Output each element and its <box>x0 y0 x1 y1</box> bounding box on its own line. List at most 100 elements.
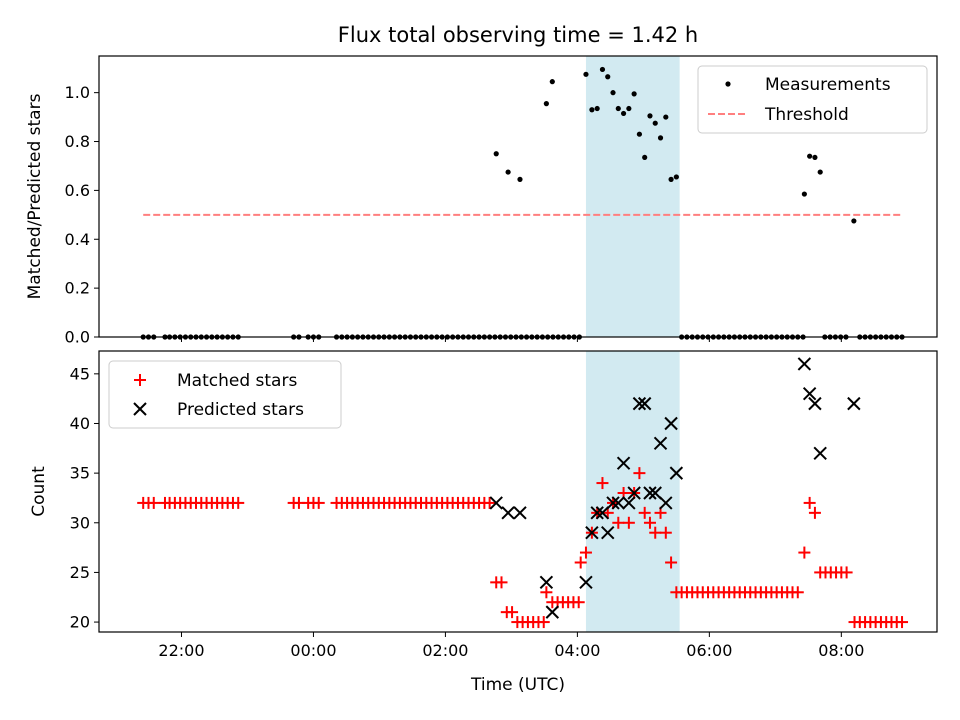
y-tick-label: 0.2 <box>65 279 90 298</box>
matched-stars-point <box>540 586 553 599</box>
matched-stars-point <box>840 566 853 579</box>
bottom-panel: 20 25 30 35 40 45 22:00 00:00 02:00 04:00 06:00 08… <box>29 350 938 695</box>
y-tick-label: 0.4 <box>65 230 90 249</box>
predicted-stars-point <box>489 496 503 510</box>
y-tick-label: 35 <box>70 464 90 483</box>
chart-title: Flux total observing time = 1.42 h <box>338 23 698 47</box>
y-tick-label: 40 <box>70 414 90 433</box>
y-tick-label: 0.8 <box>65 132 90 151</box>
measurement-point <box>620 110 627 117</box>
predicted-stars-point <box>539 575 554 590</box>
predicted-stars-point <box>513 506 527 520</box>
matched-stars-point <box>312 496 325 509</box>
bottom-legend: Matched stars Predicted stars <box>108 360 342 429</box>
measurement-point <box>543 101 549 107</box>
top-panel: 0.0 0.2 0.4 0.6 0.8 1.0 Matched/Predicted sta… <box>25 55 938 347</box>
matched-stars-point <box>483 496 496 509</box>
measurement-point <box>801 191 807 197</box>
measurement-point <box>668 176 674 182</box>
predicted-stars-point <box>808 396 822 411</box>
predicted-stars-point <box>643 486 657 500</box>
measurement-point <box>549 79 555 85</box>
bottom-y-axis: 20 25 30 35 40 45 <box>70 364 99 632</box>
matched-stars-point <box>649 526 662 539</box>
y-tick-label: 30 <box>70 513 90 532</box>
top-plot-frame <box>98 55 938 338</box>
top-y-axis-title: Matched/Predicted stars <box>25 93 45 299</box>
top-y-axis: 0.0 0.2 0.4 0.6 0.8 1.0 <box>65 83 99 347</box>
legend-threshold-label: Threshold <box>764 105 849 125</box>
top-x-ticks <box>180 337 842 342</box>
measurement-point <box>589 107 595 113</box>
measurement-point <box>631 91 637 97</box>
x-tick-label: 22:00 <box>158 641 204 660</box>
measurement-point <box>493 151 499 157</box>
top-legend: Measurements Threshold <box>697 65 928 134</box>
measurement-point <box>605 74 611 80</box>
measurement-point <box>517 176 523 182</box>
measurement-point <box>615 105 621 112</box>
legend-matched-label: Matched stars <box>177 371 297 391</box>
x-axis-title: Time (UTC) <box>470 675 565 695</box>
matched-stars-point <box>665 556 678 569</box>
matched-stars-point <box>659 526 672 539</box>
measurement-point <box>663 114 669 120</box>
matched-stars-point <box>147 496 160 509</box>
measurement-point <box>647 113 653 119</box>
predicted-stars-point <box>579 575 593 590</box>
matched-stars-point <box>574 556 587 569</box>
matched-stars-point <box>537 616 550 629</box>
predicted-stars-point <box>653 436 668 451</box>
measurement-point <box>505 169 511 175</box>
predicted-stars-point <box>585 525 599 540</box>
measurement-point <box>673 174 679 180</box>
predicted-stars-point <box>595 506 610 520</box>
legend-matched-marker <box>134 374 146 386</box>
highlight-band <box>585 56 680 337</box>
predicted-stars-point <box>664 416 678 431</box>
matched-stars-point <box>506 606 519 619</box>
measurement-point <box>583 71 589 77</box>
top-legend-box <box>697 65 928 134</box>
measurement-point <box>599 66 606 73</box>
matched-stars-point <box>896 616 909 629</box>
bottom-legend-box <box>108 360 342 429</box>
matched-stars-point <box>596 477 609 490</box>
predicted-stars-point <box>659 496 673 510</box>
measurement-point <box>626 105 632 112</box>
matched-stars-point <box>791 586 804 599</box>
measurement-point <box>807 153 813 159</box>
matched-stars-point <box>798 546 811 559</box>
predicted-stars-point <box>632 396 647 411</box>
y-tick-label: 20 <box>70 613 90 632</box>
predicted-stars-point <box>622 496 636 510</box>
predicted-stars-point <box>648 486 662 500</box>
x-tick-label: 04:00 <box>554 641 600 660</box>
x-tick-label: 08:00 <box>818 641 864 660</box>
legend-measurements-label: Measurements <box>765 75 891 95</box>
measurement-point <box>594 105 600 112</box>
predicted-stars-point <box>637 396 652 411</box>
predicted-stars-point <box>501 506 515 520</box>
predicted-stars-point <box>545 605 560 619</box>
matched-stars-point <box>495 576 508 589</box>
measurement-point <box>812 154 818 161</box>
predicted-stars-point <box>813 446 827 460</box>
measurement-point <box>851 218 857 224</box>
measurement-point <box>610 90 616 96</box>
measurement-point <box>657 135 664 141</box>
bottom-y-axis-title: Count <box>29 466 49 517</box>
bottom-data-layer <box>137 357 909 629</box>
y-tick-label: 45 <box>70 364 90 383</box>
measurement-point <box>636 131 643 137</box>
matched-stars-point <box>572 596 585 609</box>
predicted-stars-point <box>601 525 615 540</box>
predicted-stars-point <box>606 496 620 510</box>
measurement-point <box>652 120 658 126</box>
x-tick-label: 02:00 <box>422 641 468 660</box>
predicted-stars-point <box>797 357 812 371</box>
legend-measurements-marker <box>725 81 731 87</box>
matched-stars-point <box>579 546 592 559</box>
measurement-point <box>817 169 823 175</box>
bottom-plot-frame <box>98 350 938 633</box>
